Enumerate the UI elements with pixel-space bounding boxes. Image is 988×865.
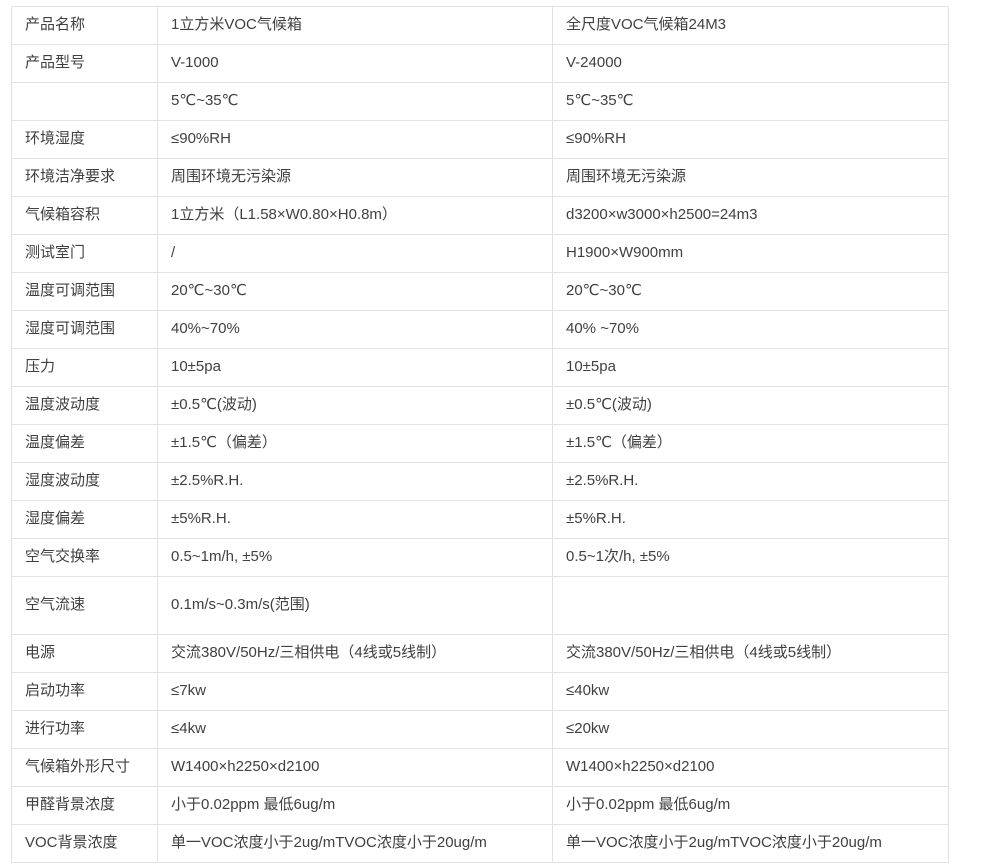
- table-row: 温度可调范围 20℃~30℃ 20℃~30℃: [11, 272, 949, 311]
- product-v24000-cell: V-24000: [552, 44, 949, 83]
- product-v24000-cell: [552, 576, 949, 635]
- product-v24000-cell: 0.5~1次/h, ±5%: [552, 538, 949, 577]
- product-v1000-cell: 20℃~30℃: [157, 272, 553, 311]
- table-row: 测试室门 / H1900×W900mm: [11, 234, 949, 273]
- table-row: 环境洁净要求 周围环境无污染源 周围环境无污染源: [11, 158, 949, 197]
- spec-label-cell: 压力: [11, 348, 158, 387]
- table-row: 气候箱容积 1立方米（L1.58×W0.80×H0.8m） d3200×w300…: [11, 196, 949, 235]
- product-v24000-cell: 小于0.02ppm 最低6ug/m: [552, 786, 949, 825]
- product-v1000-cell: 5℃~35℃: [157, 82, 553, 121]
- table-row: 温度偏差 ±1.5℃（偏差） ±1.5℃（偏差）: [11, 424, 949, 463]
- product-v24000-cell: ≤20kw: [552, 710, 949, 749]
- product-v24000-cell: 单一VOC浓度小于2ug/mTVOC浓度小于20ug/m: [552, 824, 949, 863]
- table-row: 空气流速 0.1m/s~0.3m/s(范围): [11, 576, 949, 635]
- product-v1000-cell: 0.1m/s~0.3m/s(范围): [157, 576, 553, 635]
- product-v1000-cell: 0.5~1m/h, ±5%: [157, 538, 553, 577]
- product-v24000-cell: 交流380V/50Hz/三相供电（4线或5线制）: [552, 634, 949, 673]
- product-v1000-cell: ±1.5℃（偏差）: [157, 424, 553, 463]
- product-v24000-cell: 周围环境无污染源: [552, 158, 949, 197]
- spec-label-cell: [11, 82, 158, 121]
- spec-label-cell: 环境洁净要求: [11, 158, 158, 197]
- product-v1000-cell: 小于0.02ppm 最低6ug/m: [157, 786, 553, 825]
- spec-label-cell: 甲醛背景浓度: [11, 786, 158, 825]
- spec-label-cell: 湿度可调范围: [11, 310, 158, 349]
- spec-label-cell: 湿度波动度: [11, 462, 158, 501]
- table-row: 进行功率 ≤4kw ≤20kw: [11, 710, 949, 749]
- spec-label-cell: 气候箱容积: [11, 196, 158, 235]
- product-v1000-cell: ±2.5%R.H.: [157, 462, 553, 501]
- product-v1000-cell: 交流380V/50Hz/三相供电（4线或5线制）: [157, 634, 553, 673]
- table-row: 启动功率 ≤7kw ≤40kw: [11, 672, 949, 711]
- table-row: 湿度偏差 ±5%R.H. ±5%R.H.: [11, 500, 949, 539]
- product-v24000-cell: W1400×h2250×d2100: [552, 748, 949, 787]
- product-v24000-cell: 全尺度VOC气候箱24M3: [552, 6, 949, 45]
- product-v1000-cell: ±0.5℃(波动): [157, 386, 553, 425]
- product-v24000-cell: ≤90%RH: [552, 120, 949, 159]
- product-v1000-cell: 40%~70%: [157, 310, 553, 349]
- product-v1000-cell: ±5%R.H.: [157, 500, 553, 539]
- product-v1000-cell: V-1000: [157, 44, 553, 83]
- spec-label-cell: 产品型号: [11, 44, 158, 83]
- spec-label-cell: 进行功率: [11, 710, 158, 749]
- product-v24000-cell: 40% ~70%: [552, 310, 949, 349]
- spec-label-cell: 空气流速: [11, 576, 158, 635]
- spec-label-cell: 温度波动度: [11, 386, 158, 425]
- table-row: 空气交换率 0.5~1m/h, ±5% 0.5~1次/h, ±5%: [11, 538, 949, 577]
- spec-label-cell: VOC背景浓度: [11, 824, 158, 863]
- product-v1000-cell: ≤90%RH: [157, 120, 553, 159]
- table-row: 湿度可调范围 40%~70% 40% ~70%: [11, 310, 949, 349]
- spec-label-cell: 气候箱外形尺寸: [11, 748, 158, 787]
- table-row: 产品型号 V-1000 V-24000: [11, 44, 949, 83]
- table-row: 电源 交流380V/50Hz/三相供电（4线或5线制） 交流380V/50Hz/…: [11, 634, 949, 673]
- product-v1000-cell: 1立方米VOC气候箱: [157, 6, 553, 45]
- spec-label-cell: 空气交换率: [11, 538, 158, 577]
- product-v24000-cell: d3200×w3000×h2500=24m3: [552, 196, 949, 235]
- table-row: VOC背景浓度 单一VOC浓度小于2ug/mTVOC浓度小于20ug/m 单一V…: [11, 824, 949, 863]
- product-v1000-cell: ≤4kw: [157, 710, 553, 749]
- product-v1000-cell: 周围环境无污染源: [157, 158, 553, 197]
- table-row: 温度波动度 ±0.5℃(波动) ±0.5℃(波动): [11, 386, 949, 425]
- spec-label-cell: 温度可调范围: [11, 272, 158, 311]
- table-row: 甲醛背景浓度 小于0.02ppm 最低6ug/m 小于0.02ppm 最低6ug…: [11, 786, 949, 825]
- product-v24000-cell: ±2.5%R.H.: [552, 462, 949, 501]
- product-v24000-cell: ≤40kw: [552, 672, 949, 711]
- product-spec-table: 产品名称 1立方米VOC气候箱 全尺度VOC气候箱24M3 产品型号 V-100…: [11, 6, 949, 863]
- table-row: 5℃~35℃ 5℃~35℃: [11, 82, 949, 121]
- product-v24000-cell: ±1.5℃（偏差）: [552, 424, 949, 463]
- product-v24000-cell: 5℃~35℃: [552, 82, 949, 121]
- spec-label-cell: 测试室门: [11, 234, 158, 273]
- product-v24000-cell: H1900×W900mm: [552, 234, 949, 273]
- product-v1000-cell: W1400×h2250×d2100: [157, 748, 553, 787]
- spec-label-cell: 湿度偏差: [11, 500, 158, 539]
- table-row: 气候箱外形尺寸 W1400×h2250×d2100 W1400×h2250×d2…: [11, 748, 949, 787]
- spec-label-cell: 环境湿度: [11, 120, 158, 159]
- table-row: 压力 10±5pa 10±5pa: [11, 348, 949, 387]
- table-row: 环境湿度 ≤90%RH ≤90%RH: [11, 120, 949, 159]
- product-v1000-cell: /: [157, 234, 553, 273]
- spec-table-body: 产品名称 1立方米VOC气候箱 全尺度VOC气候箱24M3 产品型号 V-100…: [11, 6, 949, 863]
- product-v1000-cell: 10±5pa: [157, 348, 553, 387]
- table-row: 湿度波动度 ±2.5%R.H. ±2.5%R.H.: [11, 462, 949, 501]
- product-v24000-cell: 20℃~30℃: [552, 272, 949, 311]
- product-v24000-cell: ±5%R.H.: [552, 500, 949, 539]
- product-v1000-cell: ≤7kw: [157, 672, 553, 711]
- product-v1000-cell: 单一VOC浓度小于2ug/mTVOC浓度小于20ug/m: [157, 824, 553, 863]
- product-v24000-cell: ±0.5℃(波动): [552, 386, 949, 425]
- spec-label-cell: 电源: [11, 634, 158, 673]
- spec-label-cell: 产品名称: [11, 6, 158, 45]
- spec-label-cell: 启动功率: [11, 672, 158, 711]
- product-v1000-cell: 1立方米（L1.58×W0.80×H0.8m）: [157, 196, 553, 235]
- table-row: 产品名称 1立方米VOC气候箱 全尺度VOC气候箱24M3: [11, 6, 949, 45]
- spec-label-cell: 温度偏差: [11, 424, 158, 463]
- product-v24000-cell: 10±5pa: [552, 348, 949, 387]
